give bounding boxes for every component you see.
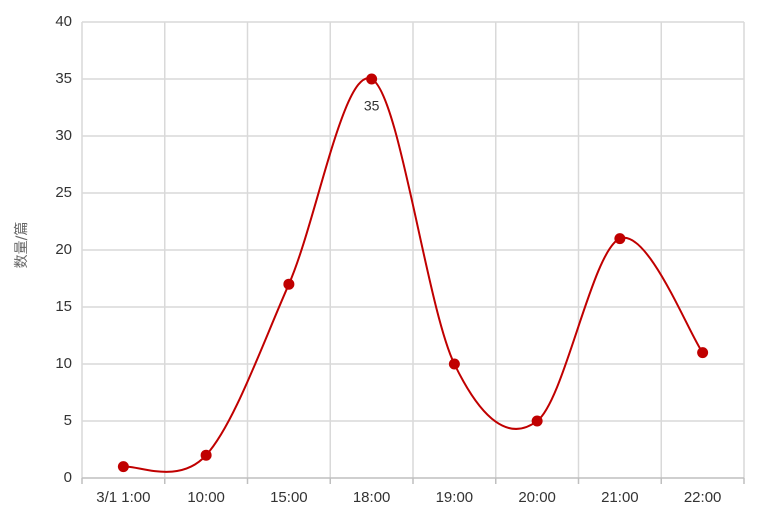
y-tick-label: 15 — [55, 298, 72, 315]
y-tick-label: 10 — [55, 355, 72, 372]
x-tick-label: 3/1 1:00 — [96, 489, 150, 506]
grid — [81, 21, 745, 478]
series-markers — [117, 73, 709, 473]
y-tick-label: 0 — [64, 469, 72, 486]
data-labels: 35 — [364, 98, 380, 114]
y-tick-label: 20 — [55, 241, 72, 258]
x-tick-labels: 3/1 1:00 10:00 15:00 18:00 19:00 20:00 21:00 22… — [96, 489, 721, 506]
data-point — [531, 415, 543, 427]
x-tick-label: 20:00 — [518, 489, 556, 506]
y-tick-label: 25 — [55, 184, 72, 201]
data-label: 35 — [364, 98, 380, 114]
y-tick-label: 5 — [64, 412, 72, 429]
x-tick-label: 18:00 — [353, 489, 391, 506]
x-tick-label: 22:00 — [684, 489, 722, 506]
x-tick-label: 21:00 — [601, 489, 639, 506]
data-point — [614, 233, 626, 245]
series-line-group — [123, 77, 704, 473]
data-point — [283, 278, 295, 290]
data-point — [200, 449, 212, 461]
data-point — [366, 73, 378, 85]
y-tick-label: 30 — [55, 127, 72, 144]
y-tick-labels: 0 5 10 15 20 25 30 35 40 — [55, 13, 72, 486]
x-tick-label: 10:00 — [187, 489, 225, 506]
axes — [81, 477, 745, 484]
y-tick-label: 35 — [55, 70, 72, 87]
data-point — [117, 461, 129, 473]
y-tick-label: 40 — [55, 13, 72, 30]
y-axis-title: 数量/篇 — [14, 222, 30, 269]
series-line — [123, 77, 704, 473]
data-point — [448, 358, 460, 370]
x-tick-label: 15:00 — [270, 489, 308, 506]
x-tick-label: 19:00 — [436, 489, 474, 506]
data-point — [697, 347, 709, 359]
